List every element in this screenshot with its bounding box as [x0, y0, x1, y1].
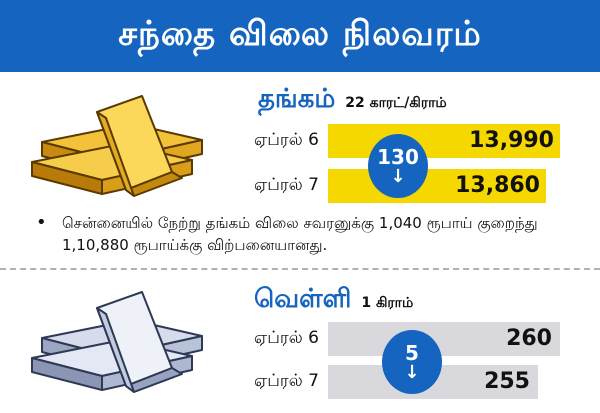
- gold-price-bar-1: [328, 124, 560, 158]
- gold-price-2: 13,860: [455, 173, 540, 198]
- silver-price-1: 260: [506, 326, 552, 351]
- arrow-down-icon: ↓: [404, 362, 420, 383]
- arrow-down-icon: ↓: [390, 166, 406, 187]
- gold-unit: 22 காரட்/கிராம்: [345, 95, 447, 111]
- gold-note-text: சென்னையில் நேற்று தங்கம் விலை சவரனுக்கு …: [62, 214, 538, 254]
- gold-date-1: ஏப்ரல் 6: [254, 130, 319, 150]
- gold-change-badge: 130 ↓: [368, 134, 428, 198]
- gold-bars-icon: [31, 86, 203, 197]
- silver-change-badge: 5 ↓: [382, 330, 442, 394]
- gold-price-bar-2: [328, 169, 546, 203]
- silver-unit: 1 கிராம்: [361, 295, 414, 311]
- silver-date-2: ஏப்ரல் 7: [254, 371, 319, 391]
- silver-date-1: ஏப்ரல் 6: [254, 328, 319, 348]
- silver-change-value: 5: [405, 341, 419, 365]
- silver-section-title: வெள்ளி 1 கிராம்: [254, 284, 413, 317]
- gold-section-title: தங்கம் 22 காரட்/கிராம்: [258, 84, 447, 117]
- gold-note: • சென்னையில் நேற்று தங்கம் விலை சவரனுக்க…: [36, 212, 576, 256]
- gold-change-value: 130: [377, 145, 419, 169]
- page-title: சந்தை விலை நிலவரம்: [118, 14, 482, 54]
- gold-name: தங்கம்: [258, 84, 336, 114]
- bullet-icon: •: [36, 212, 47, 233]
- section-divider: [0, 268, 600, 270]
- silver-price-bar-1: [328, 322, 560, 356]
- gold-date-2: ஏப்ரல் 7: [254, 175, 319, 195]
- gold-price-1: 13,990: [469, 128, 554, 153]
- page-title-banner: சந்தை விலை நிலவரம்: [0, 0, 600, 72]
- silver-name: வெள்ளி: [254, 284, 352, 314]
- silver-price-2: 255: [484, 369, 530, 394]
- silver-bars-icon: [31, 282, 203, 393]
